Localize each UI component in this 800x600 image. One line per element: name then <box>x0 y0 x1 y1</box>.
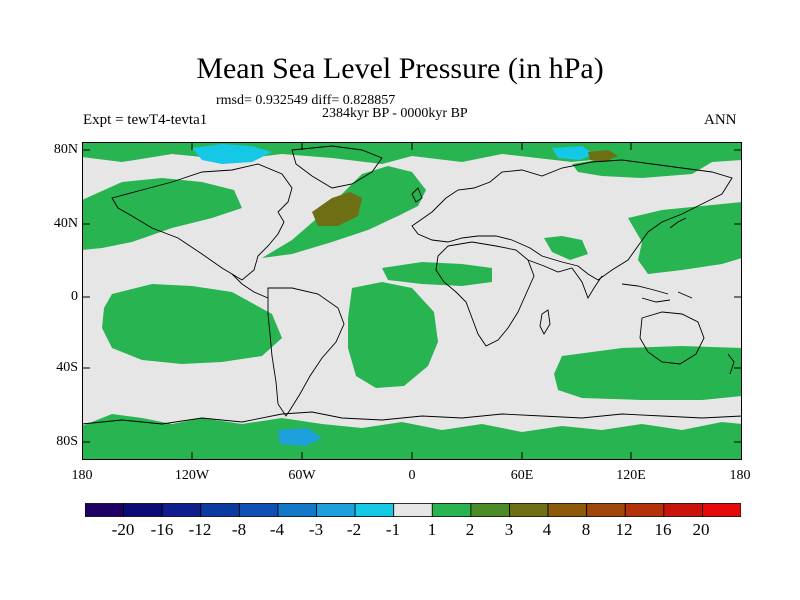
japan-coast <box>669 217 687 229</box>
colorbar-label: 8 <box>581 520 591 539</box>
colorbar-swatch <box>702 503 741 517</box>
colorbar-label: -12 <box>188 520 212 539</box>
africa-coast <box>435 241 535 347</box>
colorbar-label: -3 <box>308 520 324 539</box>
southern-indian-region <box>554 346 742 400</box>
stats-label: rmsd= 0.932549 diff= 0.828857 <box>216 93 396 108</box>
lon-label-60w: 60W <box>288 468 316 483</box>
colorbar-swatch <box>123 503 163 517</box>
lat-label-40n: 40N <box>53 216 78 231</box>
colorbar-swatch <box>624 503 665 517</box>
lat-label-0: 0 <box>71 289 78 304</box>
colorbar-swatch <box>393 503 433 517</box>
colorbar-swatch <box>316 503 356 517</box>
colorbar-label: -8 <box>231 520 247 539</box>
colorbar-label: 20 <box>692 520 710 539</box>
uk-coast <box>411 187 423 203</box>
lat-label-80s: 80S <box>56 434 78 449</box>
colorbar-label: 3 <box>504 520 514 539</box>
colorbar-swatch <box>200 503 240 517</box>
lon-label-180e: 180 <box>729 468 751 483</box>
mediterranean-region <box>544 236 588 260</box>
lon-label-120e: 120E <box>616 468 646 483</box>
colorbar-label: -20 <box>111 520 135 539</box>
siberia-core-region <box>588 150 618 162</box>
colorbar-swatch <box>277 503 317 517</box>
colorbar-swatch <box>547 503 588 517</box>
south-asia-coast <box>527 259 603 300</box>
tropical-atlantic-region <box>382 262 492 286</box>
colorbar-swatch <box>509 503 549 517</box>
north-america-coast <box>111 163 293 281</box>
colorbar-swatch <box>586 503 626 517</box>
experiment-label: Expt = tewT4-tevta1 <box>83 112 208 128</box>
colorbar-label: 16 <box>654 520 672 539</box>
greenland-negative-region <box>192 144 272 164</box>
northwest-pacific-region <box>628 202 742 274</box>
south-pacific-region <box>102 284 282 364</box>
colorbar-label: 2 <box>465 520 475 539</box>
pressure-anomaly-map <box>82 142 742 460</box>
lat-label-80n: 80N <box>53 142 78 157</box>
new-zealand-coast <box>727 353 735 375</box>
central-america-coast <box>231 273 269 299</box>
lon-label-180w: 180 <box>71 468 93 483</box>
lon-label-60e: 60E <box>510 468 534 483</box>
antarctic-negative-region <box>278 428 322 446</box>
north-atlantic-core-region <box>312 192 362 226</box>
northeast-pacific-region <box>82 178 242 250</box>
season-label: ANN <box>704 112 737 128</box>
colorbar-swatch <box>431 503 472 517</box>
colorbar-swatch <box>161 503 202 517</box>
anomaly-fields <box>82 142 742 460</box>
map-ticks <box>82 142 742 460</box>
colorbar-label: 1 <box>427 520 437 539</box>
period-label: 2384kyr BP - 0000kyr BP <box>322 106 468 121</box>
antarctic-fringe-region <box>82 414 742 460</box>
colorbar-swatch <box>663 503 703 517</box>
antarctica-coast <box>82 411 742 425</box>
lat-label-40s: 40S <box>56 360 78 375</box>
colorbar-label: -2 <box>346 520 362 539</box>
colorbar-swatch <box>85 503 124 517</box>
arctic-negative-region <box>552 146 594 160</box>
colorbar-swatch <box>470 503 510 517</box>
madagascar-coast <box>539 309 551 335</box>
colorbar-label: -4 <box>269 520 285 539</box>
eurasia-coast <box>411 159 733 281</box>
lon-label-0: 0 <box>408 468 416 483</box>
south-america-coast <box>267 287 345 417</box>
colorbar-label: -16 <box>150 520 174 539</box>
colorbar-label: 4 <box>542 520 552 539</box>
colorbar <box>85 503 741 517</box>
colorbar-label: -1 <box>385 520 401 539</box>
south-atlantic-region <box>348 282 438 388</box>
colorbar-swatch <box>354 503 395 517</box>
greenland-coast <box>291 145 383 189</box>
australia-coast <box>639 311 705 365</box>
lon-label-120w: 120W <box>174 468 210 483</box>
colorbar-label: 12 <box>615 520 633 539</box>
maritime-continent-coast <box>621 283 693 303</box>
coastlines <box>82 145 742 425</box>
colorbar-swatch <box>238 503 279 517</box>
siberia-region <box>572 156 712 178</box>
map-title: Mean Sea Level Pressure (in hPa) <box>196 52 604 85</box>
